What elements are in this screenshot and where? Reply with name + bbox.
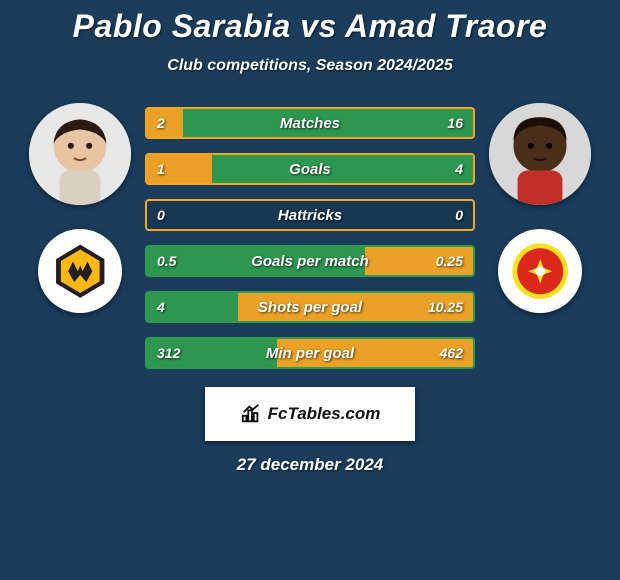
stat-value-left: 4 — [147, 293, 175, 321]
stat-value-right: 0 — [445, 201, 473, 229]
stat-value-left: 0 — [147, 201, 175, 229]
player-right-club-badge — [498, 229, 582, 313]
stat-row: 410.25Shots per goal — [145, 291, 475, 323]
stat-row: 312462Min per goal — [145, 337, 475, 369]
stat-value-right: 4 — [445, 155, 473, 183]
comparison-infographic: Pablo Sarabia vs Amad Traore Club compet… — [0, 0, 620, 475]
page-title: Pablo Sarabia vs Amad Traore — [0, 8, 620, 45]
player-right-avatar — [489, 103, 591, 205]
stat-value-left: 2 — [147, 109, 175, 137]
stat-row: 0 0Hattricks — [145, 199, 475, 231]
date-label: 27 december 2024 — [0, 455, 620, 475]
stat-row: 0.50.25Goals per match — [145, 245, 475, 277]
stat-value-left: 1 — [147, 155, 175, 183]
stat-value-left: 0.5 — [147, 247, 186, 275]
comparison-content: 216Matches14Goals00Hattricks0.50.25Goals… — [0, 103, 620, 369]
player-left-avatar — [29, 103, 131, 205]
stat-label: Hattricks — [147, 201, 473, 229]
stat-row: 14Goals — [145, 153, 475, 185]
branding-text: FcTables.com — [268, 404, 381, 424]
stat-value-left: 312 — [147, 339, 190, 367]
stat-value-right: 462 — [430, 339, 473, 367]
stat-value-right: 0.25 — [426, 247, 473, 275]
right-player-column — [489, 103, 591, 313]
stat-value-right: 10.25 — [418, 293, 473, 321]
chart-icon — [240, 403, 262, 425]
branding-badge: FcTables.com — [205, 387, 415, 441]
left-player-column — [29, 103, 131, 313]
stat-bars: 216Matches14Goals00Hattricks0.50.25Goals… — [145, 103, 475, 369]
stat-fill-right — [212, 155, 473, 183]
stat-value-right: 16 — [437, 109, 473, 137]
stat-row: 216Matches — [145, 107, 475, 139]
page-subtitle: Club competitions, Season 2024/2025 — [0, 57, 620, 75]
stat-fill-right — [183, 109, 473, 137]
player-left-club-badge — [38, 229, 122, 313]
